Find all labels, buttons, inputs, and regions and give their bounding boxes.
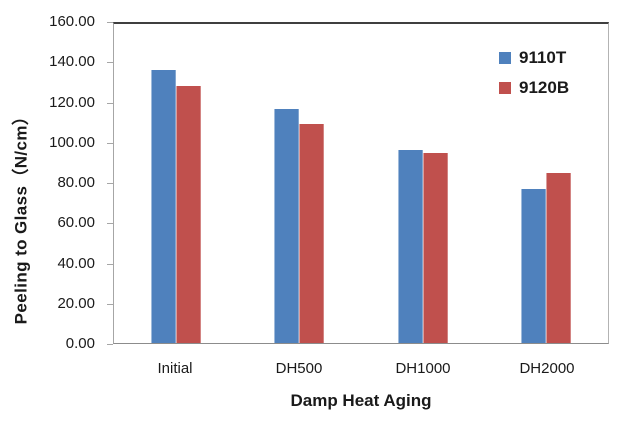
legend-item-9120b: 9120B (499, 79, 569, 96)
legend: 9110T 9120B (499, 49, 569, 96)
y-tick-mark (107, 62, 113, 63)
bar-9110t-dh1000 (397, 150, 423, 343)
y-tick-label: 140.00 (49, 53, 95, 71)
x-axis-title: Damp Heat Aging (290, 391, 432, 410)
bar-9110t-dh2000 (521, 189, 547, 343)
y-tick-label: 0.00 (65, 335, 95, 352)
bar-9120b-dh500 (299, 124, 325, 343)
bar-9110t-dh500 (274, 109, 300, 343)
legend-swatch-icon (499, 51, 511, 64)
bar-9120b-dh1000 (422, 153, 448, 343)
legend-label: 9110T (519, 48, 567, 67)
x-tick-label-dh2000: DH2000 (519, 360, 575, 377)
y-tick-label: 160.00 (49, 13, 95, 30)
legend-swatch-icon (499, 81, 511, 94)
bar-groups (114, 24, 608, 343)
legend-item-9110t: 9110T (499, 49, 569, 66)
x-tick-label-dh1000: DH1000 (395, 360, 451, 377)
legend-label: 9120B (519, 78, 570, 97)
y-tick-mark (107, 264, 113, 265)
bar-group-initial (114, 70, 238, 343)
y-tick-label: 120.00 (49, 93, 95, 111)
plot-area: 9110T 9120B (113, 22, 609, 344)
y-tick-label: 20.00 (57, 294, 95, 312)
bar-9120b-initial (175, 86, 201, 343)
y-tick-mark (107, 344, 113, 345)
bar-group-dh2000 (485, 173, 609, 343)
x-tick-label-dh500: DH500 (275, 360, 323, 377)
bar-9120b-dh2000 (546, 173, 572, 343)
bar-group-dh1000 (361, 150, 485, 343)
y-tick-mark (107, 143, 113, 144)
y-tick-mark (107, 183, 113, 184)
y-tick-label: 40.00 (57, 254, 95, 272)
x-tick-label-initial: Initial (157, 360, 193, 377)
y-tick-mark (107, 304, 113, 305)
y-tick-label: 100.00 (49, 133, 95, 151)
bar-group-dh500 (238, 109, 362, 343)
y-tick-label: 60.00 (57, 214, 95, 232)
y-tick-mark (107, 22, 113, 23)
y-tick-mark (107, 223, 113, 224)
y-tick-label: 80.00 (57, 174, 95, 191)
y-tick-mark (107, 103, 113, 104)
bar-9110t-initial (150, 70, 176, 343)
x-axis-labels: Initial DH500 DH1000 DH2000 (113, 360, 609, 378)
